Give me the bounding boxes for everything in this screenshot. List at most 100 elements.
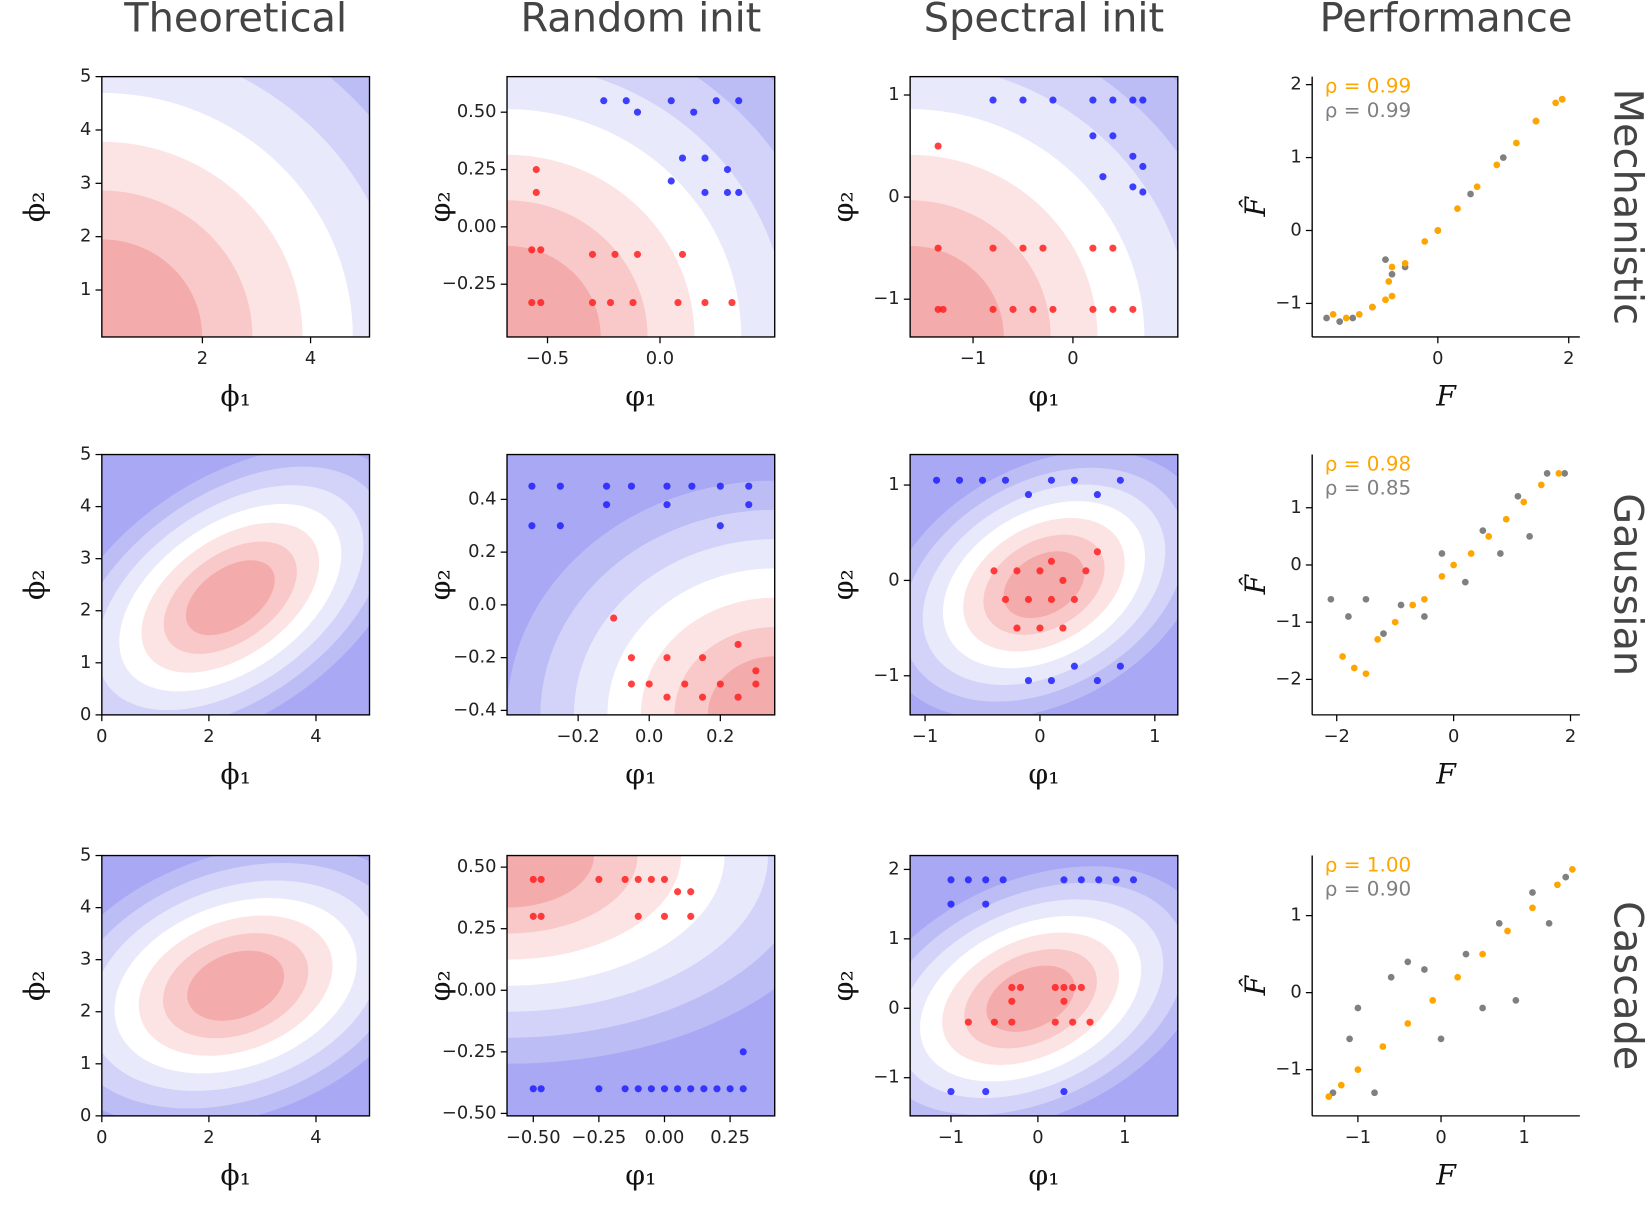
column-title: Theoretical <box>123 0 347 41</box>
data-point <box>528 522 536 530</box>
y-tick-label: 1 <box>888 84 899 105</box>
data-point <box>688 482 696 490</box>
y-tick-label: 0 <box>888 569 899 590</box>
data-point <box>934 244 942 252</box>
contour-band <box>507 855 594 908</box>
x-tick-label: 4 <box>310 726 321 747</box>
y-tick-label: 2 <box>888 858 899 879</box>
data-point <box>1129 305 1137 313</box>
x-tick-label: 0.0 <box>635 726 663 747</box>
x-tick-label: 1 <box>1149 726 1160 747</box>
data-point <box>588 250 597 258</box>
data-point <box>678 250 687 258</box>
data-point <box>1569 866 1576 873</box>
spine <box>909 75 1179 338</box>
data-point <box>726 1085 734 1093</box>
x-tick-label: −2 <box>1324 726 1350 747</box>
data-point <box>1404 958 1412 966</box>
data-point <box>1325 1093 1333 1100</box>
data-point <box>1504 927 1511 935</box>
x-tick-label: −0.50 <box>506 1127 561 1148</box>
data-point <box>1129 876 1138 884</box>
x-tick-label: 0.00 <box>645 1127 685 1148</box>
data-point <box>1008 1018 1016 1026</box>
data-point <box>1434 227 1442 234</box>
y-tick-label: 3 <box>80 548 91 569</box>
x-axis-label: F <box>1435 1158 1457 1191</box>
y-tick-label: 3 <box>80 172 91 193</box>
data-point <box>1467 550 1475 557</box>
data-point <box>1089 132 1097 140</box>
y-tick-label: 4 <box>80 119 91 140</box>
data-point <box>1495 919 1503 927</box>
data-point <box>529 912 537 920</box>
panel: −1 0 1 −1 0 1 F F̂ ρ = 1.00ρ = 0.90 <box>1239 853 1580 1191</box>
data-point <box>978 476 987 484</box>
data-point <box>1374 635 1381 643</box>
y-tick-label: 0.0 <box>468 594 496 615</box>
data-point <box>1139 96 1147 104</box>
data-point <box>1013 624 1021 632</box>
data-point <box>1513 139 1520 147</box>
data-point <box>645 680 653 688</box>
data-point <box>1009 305 1017 313</box>
plot-area <box>507 454 775 715</box>
data-point <box>947 1088 955 1096</box>
data-point <box>667 177 675 185</box>
data-point <box>713 1085 721 1093</box>
x-tick-label: 0 <box>1067 348 1078 369</box>
plot-area <box>910 855 1178 1116</box>
y-tick-label: 0 <box>1290 219 1301 240</box>
data-point <box>647 875 655 884</box>
y-tick-label: −0.50 <box>442 1102 497 1123</box>
data-point <box>1323 314 1330 322</box>
x-axis-label: φ₁ <box>625 379 656 412</box>
x-axis-label: ϕ₁ <box>220 1158 251 1191</box>
x-tick-label: 0.0 <box>646 348 674 369</box>
data-point <box>1047 557 1056 565</box>
data-point <box>1060 876 1068 884</box>
data-point <box>1019 244 1027 252</box>
data-point <box>1059 624 1067 632</box>
y-axis-label: φ₂ <box>423 569 456 600</box>
plot-area <box>910 454 1178 715</box>
spine <box>101 854 371 1117</box>
data-point <box>1421 966 1428 973</box>
data-point <box>716 680 724 688</box>
data-point <box>687 888 695 896</box>
data-point <box>1380 630 1387 637</box>
data-point <box>660 1085 669 1093</box>
x-axis-label: φ₁ <box>625 757 656 790</box>
data-point <box>627 482 636 490</box>
y-tick-label: 5 <box>80 444 91 465</box>
data-point <box>1024 595 1033 604</box>
data-point <box>1355 311 1363 318</box>
x-tick-label: 0 <box>1432 348 1443 369</box>
y-tick-label: 0.00 <box>457 979 497 1000</box>
y-tick-label: 0 <box>888 997 899 1018</box>
data-point <box>588 298 597 307</box>
data-point <box>674 1085 682 1093</box>
x-axis-label: φ₁ <box>1028 379 1059 412</box>
panel: −1 0 −1 0 1 φ₁ φ₂ <box>827 75 1179 412</box>
data-point <box>1454 973 1462 981</box>
data-point <box>1139 188 1147 196</box>
data-point <box>1069 1018 1077 1026</box>
data-point <box>752 680 760 688</box>
spine <box>506 75 776 338</box>
data-point <box>627 680 636 688</box>
plot-area <box>101 76 370 337</box>
data-point <box>1016 983 1025 992</box>
contour-band <box>507 245 601 337</box>
data-point <box>1437 1035 1445 1043</box>
data-point <box>1562 873 1570 881</box>
data-point <box>678 154 687 162</box>
data-point <box>610 614 618 622</box>
data-point <box>537 875 545 884</box>
panel: 0 2 −1 0 1 2 F F̂ ρ = 0.99ρ = 0.99 <box>1239 74 1580 412</box>
data-point <box>1339 653 1346 660</box>
y-tick-label: 0.25 <box>457 918 497 939</box>
y-tick-label: 4 <box>80 496 91 517</box>
data-point <box>1388 270 1396 278</box>
contour-band <box>1003 551 1085 619</box>
